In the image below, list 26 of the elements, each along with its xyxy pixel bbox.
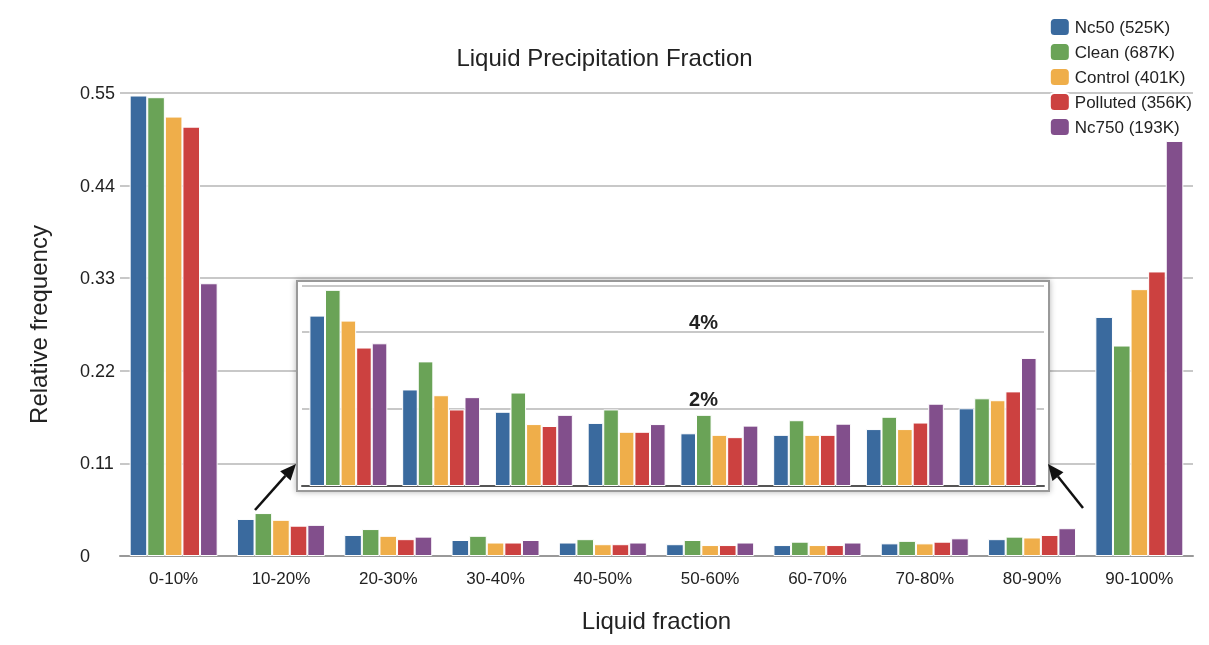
x-tick-label: 60-70% (788, 569, 847, 588)
x-tick-label: 90-100% (1105, 569, 1174, 588)
y-tick-label: 0 (80, 546, 91, 566)
x-axis-title: Liquid fraction (581, 606, 732, 634)
y-tick-label: 0.22 (80, 360, 116, 381)
y-tick-label: 0.11 (80, 453, 114, 474)
y-tick-label: 0.33 (80, 268, 116, 289)
y-tick-label: 4% (689, 311, 719, 334)
x-tick-label: 10-20% (251, 569, 311, 588)
y-axis-title: Relative frequency (24, 225, 52, 424)
x-tick-label: 30-40% (466, 569, 525, 588)
legend-label: Control (401K) (1074, 67, 1186, 87)
legend-label: Nc50 (525K) (1074, 17, 1171, 37)
chart-title: Liquid Precipitation Fraction (456, 43, 753, 71)
x-tick-label: 70-80% (895, 569, 955, 588)
y-tick-label: 2% (689, 388, 719, 411)
legend-label: Polluted (356K) (1074, 92, 1193, 112)
legend-label: Nc750 (193K) (1074, 117, 1180, 137)
x-tick-label: 0-10% (149, 569, 199, 588)
x-tick-label: 80-90% (1002, 569, 1062, 588)
legend-label: Clean (687K) (1074, 42, 1175, 62)
x-tick-label: 20-30% (358, 569, 418, 588)
y-tick-label: 0.44 (80, 175, 116, 196)
x-tick-label: 40-50% (573, 569, 633, 588)
x-tick-label: 50-60% (680, 569, 740, 588)
y-tick-label: 0.55 (80, 83, 116, 103)
